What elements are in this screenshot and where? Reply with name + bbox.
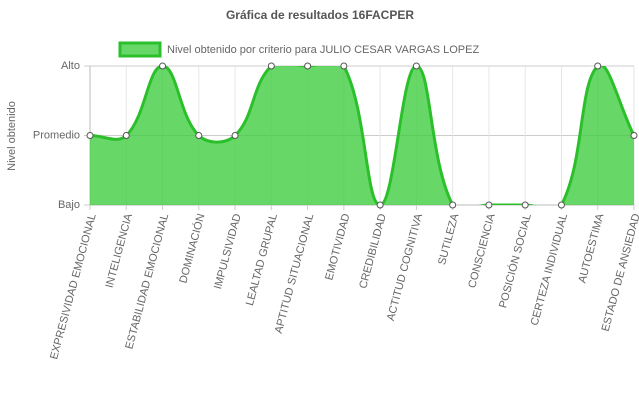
y-tick-label: Alto: [61, 60, 80, 72]
point: [412, 62, 420, 70]
point: [267, 62, 275, 70]
x-tick-label: ESTABILIDAD EMOCIONAL: [123, 212, 171, 350]
y-axis-title: Nivel obtenido: [6, 101, 18, 171]
legend-swatch: [118, 41, 162, 58]
point: [86, 132, 94, 139]
x-tick-label: CERTEZA INDIVIDUAL: [529, 212, 570, 327]
point: [304, 62, 312, 70]
x-tick-label: LEALTAD GRUPAL: [244, 212, 280, 307]
point: [594, 62, 602, 70]
y-tick-label: Promedio: [33, 129, 80, 141]
x-tick-label: ACTITUD COGNITIVA: [385, 212, 425, 322]
x-tick-label: ESTADO DE ANSIEDAD: [600, 212, 639, 332]
point: [630, 132, 638, 139]
chart-title: Gráfica de resultados 16FACPER: [226, 8, 414, 22]
x-tick-label: APTITUD SITUACIONAL: [273, 212, 317, 334]
point: [159, 62, 167, 70]
x-tick-label: DOMINACIÓN: [176, 212, 207, 284]
x-tick-label: INTELIGENCIA: [104, 212, 136, 290]
point: [231, 132, 239, 139]
x-tick-label: CREDIBILIDAD: [357, 212, 389, 290]
x-tick-label: CONSCIENCIA: [466, 212, 498, 290]
point: [557, 201, 565, 209]
legend-label: Nivel obtenido por criterio para JULIO C…: [167, 44, 479, 56]
point: [122, 132, 130, 139]
point: [485, 201, 493, 209]
point: [340, 62, 348, 70]
x-tick-label: EMOTIVIDAD: [323, 212, 352, 281]
point: [195, 132, 203, 139]
point: [521, 201, 529, 209]
point: [376, 201, 384, 209]
x-tick-label: POSICIÓN SOCIAL: [496, 212, 534, 309]
x-tick-label: IMPULSIVIDAD: [212, 212, 244, 290]
x-tick-label: EXPRESIVIDAD EMOCIONAL: [48, 212, 99, 360]
point: [449, 201, 457, 209]
x-tick-label: SUTILEZA: [436, 212, 461, 267]
x-tick-label: AUTOESTIMA: [576, 212, 606, 285]
y-tick-label: Bajo: [58, 199, 80, 211]
